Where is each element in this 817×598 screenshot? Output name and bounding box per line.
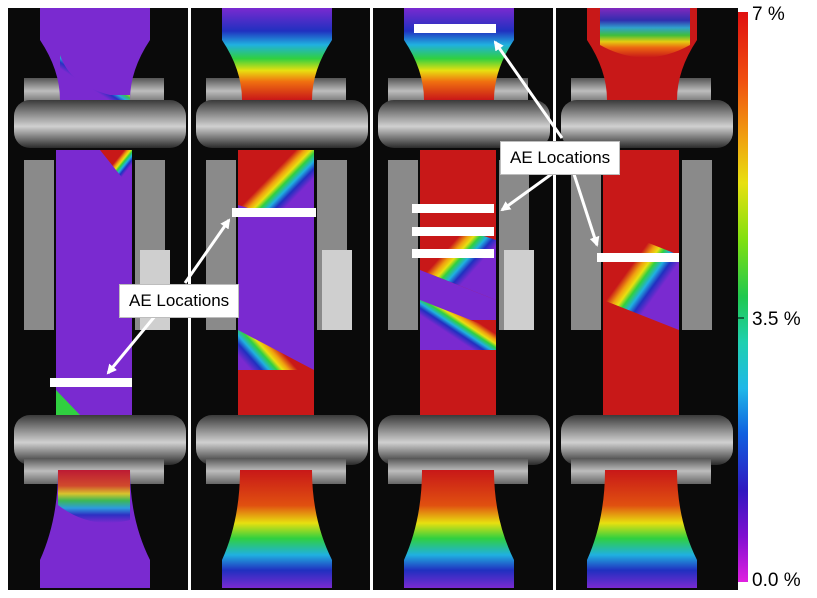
specimen-panel-3 bbox=[378, 8, 550, 588]
annotation-arrow bbox=[570, 167, 600, 247]
ae-location-marker bbox=[414, 24, 496, 33]
ae-location-marker bbox=[412, 227, 494, 236]
ae-location-marker bbox=[412, 204, 494, 213]
specimen-panel-1 bbox=[14, 8, 186, 588]
ae-location-marker bbox=[232, 208, 316, 217]
panel-divider bbox=[370, 8, 373, 590]
specimen-panel-2 bbox=[196, 8, 368, 588]
annotation-arrow bbox=[500, 166, 561, 212]
strain-colorbar bbox=[738, 12, 748, 582]
colorbar-mid-label: 3.5 % bbox=[752, 309, 801, 330]
ae-locations-callout-right: AE Locations bbox=[500, 141, 621, 175]
panel-divider bbox=[553, 8, 556, 590]
specimen-panel-4 bbox=[561, 8, 733, 588]
ae-locations-callout-left: AE Locations bbox=[119, 284, 240, 318]
annotation-arrow bbox=[183, 218, 231, 284]
ae-location-marker bbox=[50, 378, 132, 387]
colorbar-min-label: 0.0 % bbox=[752, 570, 801, 591]
annotation-arrow bbox=[106, 309, 162, 375]
ae-location-marker bbox=[412, 249, 494, 258]
ae-location-marker bbox=[597, 253, 679, 262]
colorbar-max-label: 7 % bbox=[752, 4, 785, 25]
annotation-arrow bbox=[493, 40, 564, 139]
